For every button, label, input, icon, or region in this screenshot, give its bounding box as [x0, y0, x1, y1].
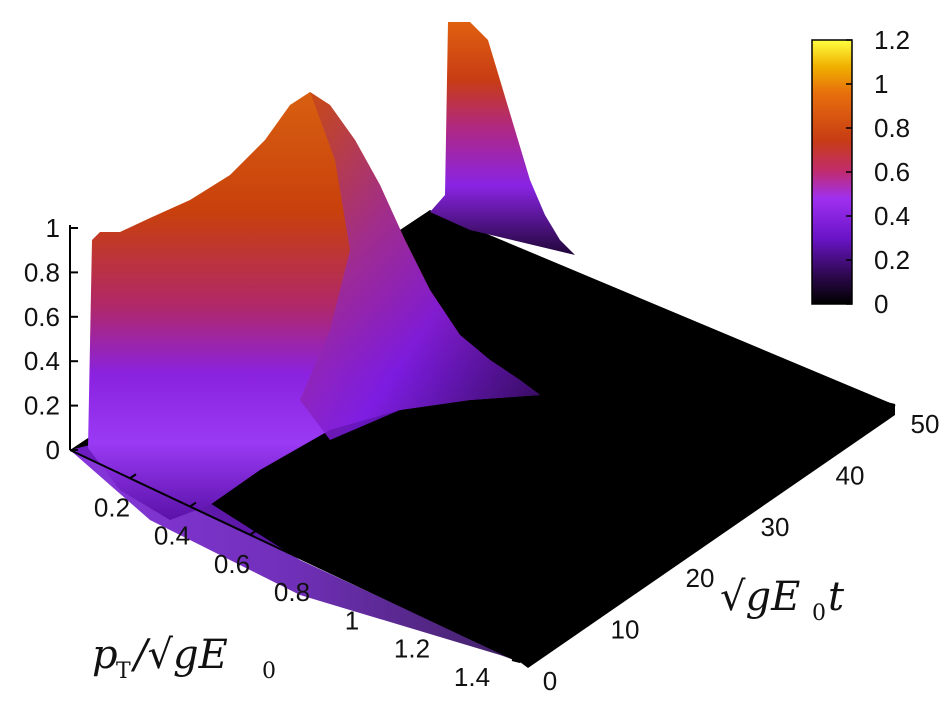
- p-tick-label: 0.8: [274, 577, 310, 607]
- p-tick-mark: [309, 558, 317, 564]
- colorbar-tick-label: 0.8: [874, 113, 910, 143]
- p-axis-line: [69, 449, 521, 663]
- p-tick-label: 0.4: [154, 521, 190, 551]
- z-tick-label: 0.8: [24, 257, 60, 287]
- z-tick-label: 0.6: [24, 302, 60, 332]
- z-tick-label: 0.4: [24, 346, 60, 376]
- t-tick-mark: [511, 659, 521, 663]
- t-axis-label-tail: t: [828, 574, 845, 620]
- t-tick-label: 10: [611, 615, 640, 645]
- z-tick-label: 0.2: [24, 391, 60, 421]
- t-axis-label-main: √gE: [720, 574, 800, 620]
- t-tick-mark: [886, 402, 896, 406]
- t-axis-line: [519, 404, 896, 663]
- p-tick-label: 0.2: [94, 492, 130, 522]
- t-axis-label-sub: 0: [812, 601, 826, 626]
- colorbar-tick-label: 0.6: [874, 157, 910, 187]
- p-tick-mark: [189, 501, 197, 508]
- t-tick-label: 0: [543, 666, 557, 696]
- surface-late-peak: [430, 22, 575, 255]
- colorbar-tick-label: 0.4: [874, 201, 910, 231]
- t-tick-label: 50: [911, 409, 940, 439]
- z-tick-label: 0: [46, 435, 60, 465]
- t-tick-label: 40: [836, 460, 865, 490]
- p-tick-mark: [429, 614, 437, 621]
- p-tick-mark: [129, 473, 137, 480]
- p-axis-label-tail-sub: 0: [262, 659, 276, 684]
- t-tick-label: 30: [761, 512, 790, 542]
- surface-ridge-slope: [300, 92, 540, 440]
- colorbar: [811, 39, 853, 305]
- colorbar-tick-label: 1.2: [874, 25, 910, 55]
- p-tick-label: 1.2: [394, 634, 430, 664]
- t-axis-label: √gE 0 t: [720, 574, 845, 626]
- t-axis-ticks: 0 10 20 30 40 50: [511, 402, 940, 696]
- colorbar-tick-label: 0: [874, 289, 888, 319]
- p-axis-ticks: 0.2 0.4 0.6 0.8 1 1.2 1.4: [94, 473, 497, 692]
- z-axis-ticks: 0 0.2 0.4 0.6 0.8 1: [24, 213, 78, 465]
- surface-right-edge: [520, 405, 895, 668]
- t-tick-mark: [736, 504, 746, 509]
- p-axis-label-tail: /√gE: [130, 632, 228, 678]
- p-tick-mark: [489, 643, 497, 649]
- p-tick-mark: [249, 529, 257, 536]
- p-tick-label: 1: [345, 605, 359, 635]
- t-tick-label: 20: [686, 563, 715, 593]
- p-tick-label: 0.6: [214, 549, 250, 579]
- surface-main-ridge: [88, 92, 540, 520]
- p-axis-label-sub: T: [116, 659, 131, 684]
- t-tick-mark: [661, 556, 671, 561]
- colorbar-tick-label: 1: [874, 69, 888, 99]
- p-tick-mark: [369, 586, 377, 593]
- p-tick-label: 1.4: [454, 662, 490, 692]
- colorbar-tick-label: 0.2: [874, 245, 910, 275]
- p-axis-label-main: p: [92, 632, 118, 678]
- p-axis-label: p T /√gE 0: [92, 632, 276, 684]
- colorbar-ticks: 0 0.2 0.4 0.6 0.8 1 1.2: [846, 25, 910, 319]
- t-tick-mark: [811, 453, 821, 458]
- z-tick-label: 1: [46, 213, 60, 243]
- t-tick-mark: [586, 607, 596, 612]
